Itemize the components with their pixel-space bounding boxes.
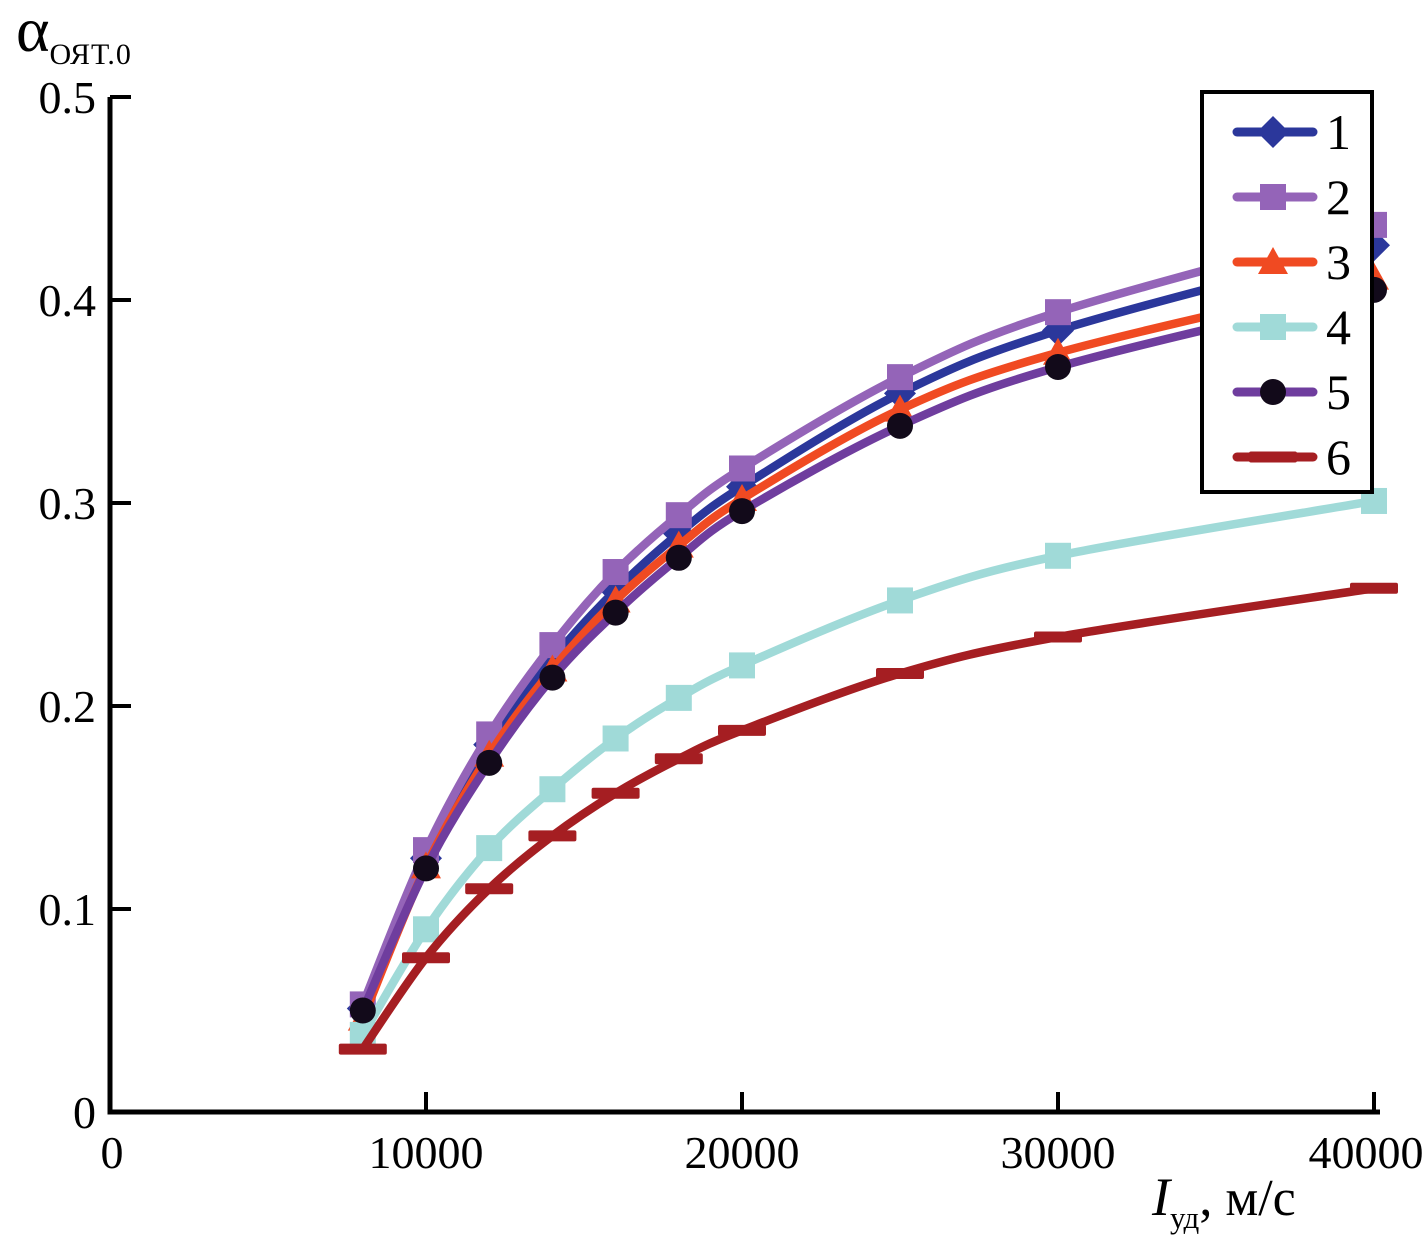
y-tick-label: 0.2 xyxy=(39,681,97,732)
x-axis-title: Iуд, м/с xyxy=(1152,1166,1296,1235)
series-4-marker xyxy=(729,652,755,679)
series-6-marker xyxy=(1034,631,1082,643)
legend-label-4: 4 xyxy=(1326,299,1351,355)
series-5-marker xyxy=(539,664,566,691)
series-4-marker xyxy=(476,835,503,862)
y-axis-title: αОЯТ.0 xyxy=(16,0,132,71)
series-5-marker xyxy=(1045,353,1071,380)
series-5-marker xyxy=(887,412,913,439)
series-4-marker xyxy=(1045,542,1071,569)
legend-marker-4 xyxy=(1260,314,1286,340)
series-4-marker xyxy=(665,684,692,711)
legend-label-6: 6 xyxy=(1326,429,1351,485)
series-6-marker xyxy=(402,952,450,964)
legend-marker-5 xyxy=(1260,379,1286,405)
x-axis-subscript: уд xyxy=(1169,1200,1200,1235)
y-axis-subscript: ОЯТ.0 xyxy=(49,38,132,71)
series-6-marker xyxy=(528,830,577,842)
legend-label-1: 1 xyxy=(1326,104,1351,160)
legend-label-2: 2 xyxy=(1326,169,1351,225)
series-4-marker xyxy=(413,916,439,943)
legend-marker-1 xyxy=(1257,116,1289,148)
x-tick-label: 20000 xyxy=(685,1127,800,1178)
axis-lines xyxy=(107,97,1380,1115)
series-5-marker xyxy=(349,997,376,1024)
series-5-marker xyxy=(665,544,692,571)
x-axis-units: , м/с xyxy=(1199,1170,1296,1227)
y-tick-label: 0.5 xyxy=(39,72,97,123)
series-3-marker xyxy=(885,394,915,422)
series-4-marker xyxy=(602,725,629,752)
series-6-marker xyxy=(338,1043,387,1055)
series-2-marker xyxy=(1045,299,1071,326)
series-2-marker xyxy=(602,559,629,586)
series-2-marker xyxy=(887,364,913,391)
legend-label-5: 5 xyxy=(1326,364,1351,420)
series-5-marker xyxy=(602,599,629,626)
series-4-marker xyxy=(539,776,566,803)
series-6-marker xyxy=(465,883,514,895)
legend-marker-3 xyxy=(1258,247,1288,274)
x-tick-label: 40000 xyxy=(1309,1127,1424,1178)
series-6-marker xyxy=(591,787,640,799)
legend-label-3: 3 xyxy=(1326,234,1351,290)
x-tick-label: 30000 xyxy=(1001,1127,1116,1178)
series-6-marker xyxy=(1350,582,1398,594)
x-axis-symbol: I xyxy=(1152,1167,1170,1227)
x-tick-label: 10000 xyxy=(369,1127,484,1178)
y-tick-label: 0 xyxy=(73,1087,96,1138)
series-2-marker xyxy=(665,502,692,529)
series-6-marker xyxy=(654,753,703,765)
legend-marker-6 xyxy=(1249,451,1297,463)
legend-marker-2 xyxy=(1260,184,1286,210)
legend-box xyxy=(1200,90,1374,494)
series-4-line xyxy=(358,496,1379,1040)
y-tick-label: 0.3 xyxy=(39,478,97,529)
series-5-marker xyxy=(476,749,503,776)
series-2-marker xyxy=(729,455,755,482)
series-5-marker xyxy=(413,855,439,882)
y-tick-label: 0.4 xyxy=(39,275,97,326)
y-axis-symbol: α xyxy=(16,0,50,65)
series-6-marker xyxy=(876,668,924,680)
series-6-marker xyxy=(718,724,766,736)
series-4-marker xyxy=(887,587,913,614)
series-5-marker xyxy=(729,498,755,525)
y-tick-label: 0.1 xyxy=(39,884,97,935)
x-tick-label: 0 xyxy=(101,1127,124,1178)
